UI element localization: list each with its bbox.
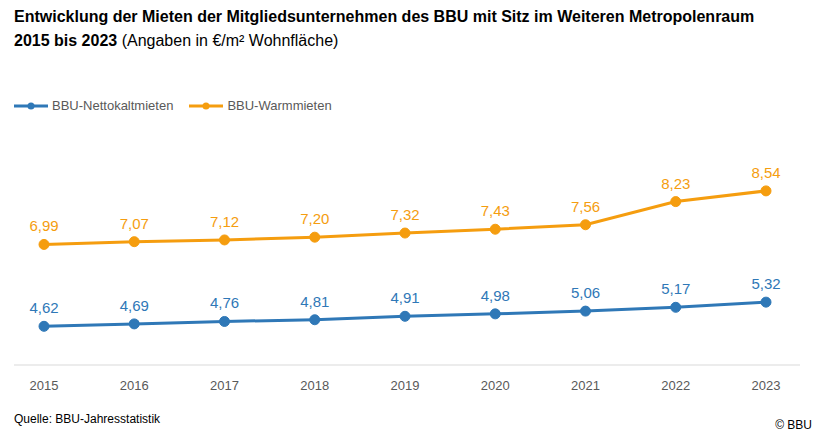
svg-text:2021: 2021 [571, 378, 600, 393]
svg-text:2020: 2020 [481, 378, 510, 393]
svg-text:4,98: 4,98 [481, 287, 510, 304]
svg-text:4,62: 4,62 [29, 299, 58, 316]
svg-text:7,32: 7,32 [390, 206, 419, 223]
svg-text:4,69: 4,69 [120, 297, 149, 314]
svg-text:5,32: 5,32 [751, 275, 780, 292]
svg-text:8,54: 8,54 [751, 164, 780, 181]
svg-text:2018: 2018 [300, 378, 329, 393]
html-text:Entwicklung der Mieten der Mit: Entwicklung der Mieten der Mitgliedsunte… [14, 8, 755, 25]
svg-text:2015: 2015 [30, 378, 59, 393]
html-text:2015 bis 2023 (Angaben in €/m²: 2015 bis 2023 (Angaben in €/m² Wohnfläch… [14, 32, 339, 49]
html-text:Quelle: BBU-Jahresstatistik: Quelle: BBU-Jahresstatistik [14, 412, 161, 426]
svg-text:5,17: 5,17 [661, 280, 690, 297]
svg-text:7,20: 7,20 [300, 210, 329, 227]
svg-text:7,12: 7,12 [210, 213, 239, 230]
svg-text:7,07: 7,07 [120, 215, 149, 232]
svg-text:6,99: 6,99 [29, 217, 58, 234]
svg-text:8,23: 8,23 [661, 175, 690, 192]
svg-text:2017: 2017 [210, 378, 239, 393]
svg-text:4,81: 4,81 [300, 293, 329, 310]
svg-text:2022: 2022 [661, 378, 690, 393]
svg-text:2019: 2019 [391, 378, 420, 393]
html-text:© BBU: © BBU [775, 418, 812, 432]
html-text:BBU-Nettokaltmieten: BBU-Nettokaltmieten [52, 98, 174, 113]
html-text:BBU-Warmmieten: BBU-Warmmieten [227, 98, 332, 113]
svg-text:2016: 2016 [120, 378, 149, 393]
svg-text:2023: 2023 [752, 378, 781, 393]
svg-text:7,56: 7,56 [571, 198, 600, 215]
svg-text:4,76: 4,76 [210, 294, 239, 311]
svg-text:7,43: 7,43 [481, 202, 510, 219]
svg-text:4,91: 4,91 [390, 289, 419, 306]
svg-text:5,06: 5,06 [571, 284, 600, 301]
